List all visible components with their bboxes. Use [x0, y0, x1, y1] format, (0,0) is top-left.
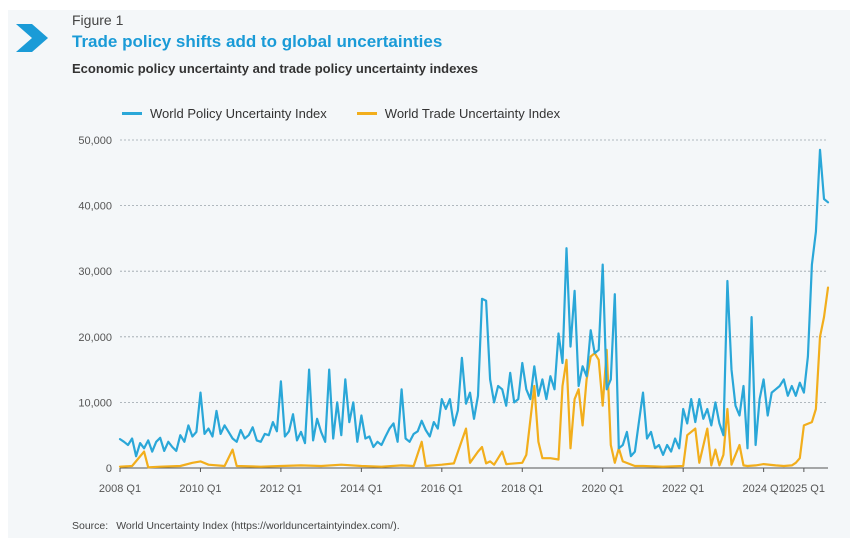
- series-line-wui: [118, 148, 830, 458]
- y-tick-label: 20,000: [78, 332, 112, 344]
- y-tick-label: 0: [106, 463, 112, 475]
- y-tick-label: 10,000: [78, 397, 112, 409]
- y-tick-label: 30,000: [78, 266, 112, 278]
- x-tick-label: 2012 Q1: [260, 483, 302, 495]
- figure-subtitle: Economic policy uncertainty and trade po…: [72, 61, 478, 76]
- chevron-right-icon: [16, 24, 48, 52]
- x-tick-label: 2010 Q1: [179, 483, 221, 495]
- x-tick-label: 2014 Q1: [340, 483, 382, 495]
- line-chart: 0 10,000 20,000 30,000 40,000 50,000 2008 Q1 20…: [78, 135, 830, 495]
- series-line-wtui: [118, 286, 830, 469]
- x-tick-label: 2008 Q1: [99, 483, 141, 495]
- legend-swatch-wtui: [356, 112, 377, 115]
- x-tick-label: 2025 Q1: [783, 483, 825, 495]
- legend-label-wui: World Policy Uncertainty Index: [150, 106, 327, 121]
- x-tick-label: 2022 Q1: [662, 483, 704, 495]
- source-label: Source:: [72, 520, 109, 532]
- chart-legend: World Policy Uncertainty Index World Tra…: [122, 106, 590, 121]
- y-tick-label: 40,000: [78, 201, 112, 213]
- x-tick-label: 2020 Q1: [582, 483, 624, 495]
- x-tick-label: 2018 Q1: [501, 483, 543, 495]
- legend-swatch-wui: [122, 112, 142, 115]
- x-tick-label: 2016 Q1: [421, 483, 463, 495]
- figure-title: Trade policy shifts add to global uncert…: [72, 32, 443, 51]
- source-text: World Uncertainty Index (https://worldun…: [116, 520, 400, 532]
- figure-label: Figure 1: [72, 12, 124, 28]
- legend-item-wtui: World Trade Uncertainty Index: [356, 106, 561, 121]
- y-tick-label: 50,000: [78, 135, 112, 147]
- legend-item-wui: World Policy Uncertainty Index: [122, 106, 327, 121]
- x-tick-label: 2024 Q1: [743, 483, 785, 495]
- source-note: Source: World Uncertainty Index (https://…: [72, 520, 400, 532]
- legend-label-wtui: World Trade Uncertainty Index: [384, 106, 561, 121]
